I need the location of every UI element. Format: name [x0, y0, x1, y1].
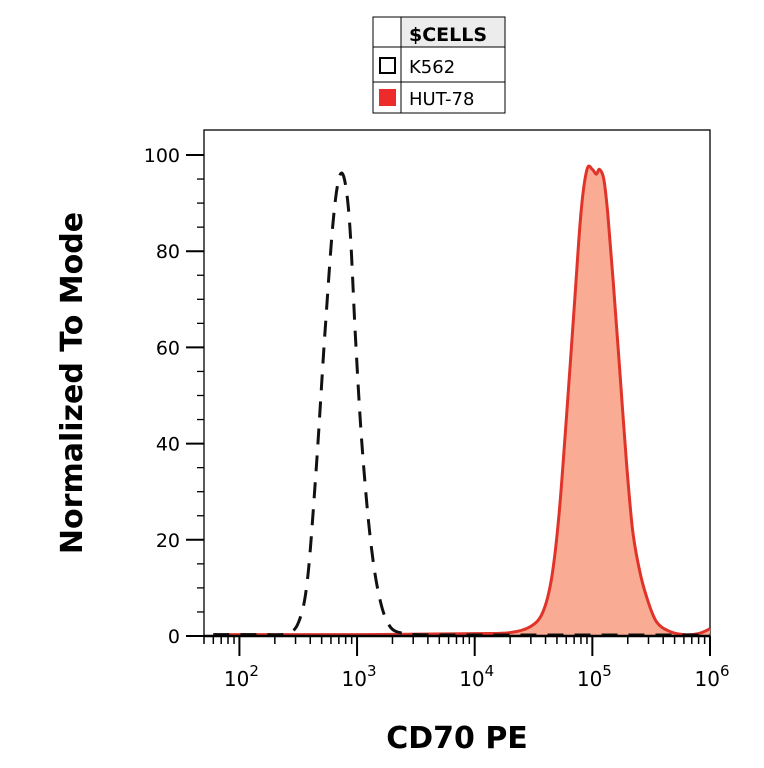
y-tick-label: 60 — [156, 337, 180, 359]
x-axis-ticks: 102 103 104 105 106 — [203, 636, 730, 691]
legend-header-cell — [400, 16, 506, 48]
series-line-hut78 — [213, 164, 711, 637]
legend-header: $CELLS — [409, 24, 487, 46]
y-tick-label: 80 — [156, 241, 180, 263]
x-tick-label: 106 — [695, 662, 730, 691]
legend-swatch-hut78 — [379, 89, 396, 106]
y-tick-label: 100 — [144, 145, 180, 167]
y-tick-label: 40 — [156, 434, 180, 456]
legend-label-k562: K562 — [409, 57, 455, 78]
x-tick-label: 103 — [342, 662, 377, 691]
legend: $CELLS K562 HUT-78 — [372, 16, 506, 114]
series-layer — [213, 164, 711, 637]
y-axis-ticks: 0 20 40 60 80 100 — [144, 145, 204, 648]
legend-swatch-k562 — [379, 57, 396, 74]
y-axis-label: Normalized To Mode — [55, 212, 90, 554]
x-tick-label: 105 — [577, 662, 612, 691]
y-tick-label: 20 — [156, 530, 180, 552]
x-axis-label: CD70 PE — [386, 721, 528, 756]
y-tick-label: 0 — [168, 626, 180, 648]
series-area-hut78 — [213, 166, 711, 636]
legend-label-hut78: HUT-78 — [409, 89, 474, 110]
x-tick-label: 102 — [224, 662, 259, 691]
x-tick-label: 104 — [459, 662, 494, 691]
